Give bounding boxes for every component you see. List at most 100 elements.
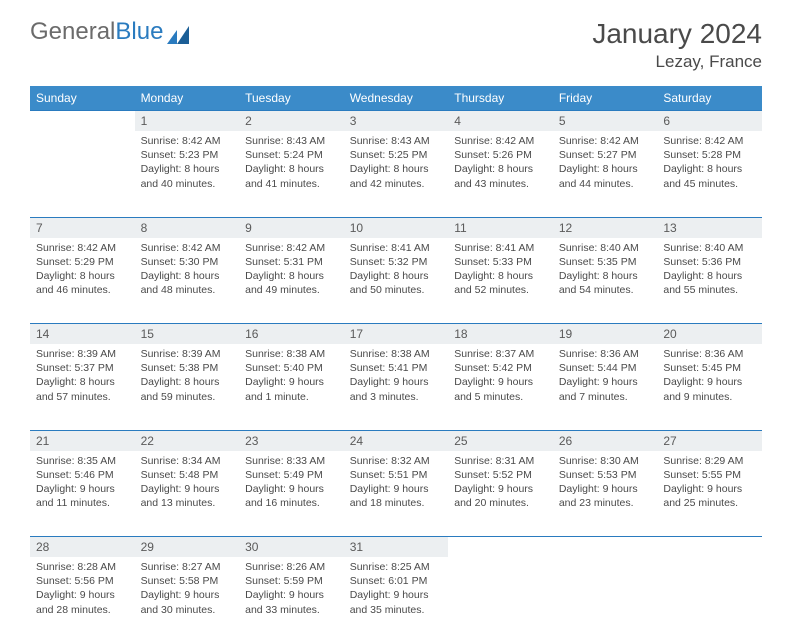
day-number-cell: 13 [657, 217, 762, 238]
daylight-line: Daylight: 9 hours and 33 minutes. [245, 588, 338, 616]
empty-detail-cell [448, 557, 553, 643]
day-number-cell: 7 [30, 217, 135, 238]
day-cell-content: Sunrise: 8:43 AMSunset: 5:24 PMDaylight:… [239, 131, 344, 197]
sunset-line: Sunset: 5:52 PM [454, 468, 547, 482]
empty-day-number-cell [553, 537, 658, 558]
day-number-cell: 8 [135, 217, 240, 238]
day-detail-cell: Sunrise: 8:32 AMSunset: 5:51 PMDaylight:… [344, 451, 449, 537]
day-number-cell: 29 [135, 537, 240, 558]
month-title: January 2024 [592, 18, 762, 50]
day-number: 10 [350, 221, 363, 235]
sunrise-line: Sunrise: 8:42 AM [663, 134, 756, 148]
day-number-cell: 5 [553, 111, 658, 132]
day-detail-cell: Sunrise: 8:41 AMSunset: 5:33 PMDaylight:… [448, 238, 553, 324]
day-cell-content: Sunrise: 8:41 AMSunset: 5:33 PMDaylight:… [448, 238, 553, 304]
sunrise-line: Sunrise: 8:32 AM [350, 454, 443, 468]
sunrise-line: Sunrise: 8:43 AM [350, 134, 443, 148]
weekday-header: Monday [135, 86, 240, 111]
day-number-cell: 23 [239, 430, 344, 451]
daylight-line: Daylight: 9 hours and 1 minute. [245, 375, 338, 403]
daylight-line: Daylight: 9 hours and 23 minutes. [559, 482, 652, 510]
day-detail-row: Sunrise: 8:42 AMSunset: 5:23 PMDaylight:… [30, 131, 762, 217]
day-number-cell: 9 [239, 217, 344, 238]
day-number: 22 [141, 434, 154, 448]
day-detail-cell: Sunrise: 8:39 AMSunset: 5:38 PMDaylight:… [135, 344, 240, 430]
day-number-cell: 10 [344, 217, 449, 238]
daylight-line: Daylight: 8 hours and 45 minutes. [663, 162, 756, 190]
sunrise-line: Sunrise: 8:42 AM [141, 241, 234, 255]
sunrise-line: Sunrise: 8:36 AM [663, 347, 756, 361]
day-number: 31 [350, 540, 363, 554]
day-number-cell: 25 [448, 430, 553, 451]
sunset-line: Sunset: 5:37 PM [36, 361, 129, 375]
day-detail-cell: Sunrise: 8:37 AMSunset: 5:42 PMDaylight:… [448, 344, 553, 430]
day-cell-content: Sunrise: 8:36 AMSunset: 5:44 PMDaylight:… [553, 344, 658, 410]
daylight-line: Daylight: 8 hours and 43 minutes. [454, 162, 547, 190]
day-number-cell: 15 [135, 324, 240, 345]
day-number: 9 [245, 221, 252, 235]
sunrise-line: Sunrise: 8:42 AM [36, 241, 129, 255]
daylight-line: Daylight: 9 hours and 16 minutes. [245, 482, 338, 510]
day-number: 12 [559, 221, 572, 235]
day-number-cell: 14 [30, 324, 135, 345]
weekday-header: Friday [553, 86, 658, 111]
day-number: 15 [141, 327, 154, 341]
sunrise-line: Sunrise: 8:30 AM [559, 454, 652, 468]
day-number: 25 [454, 434, 467, 448]
day-detail-cell: Sunrise: 8:33 AMSunset: 5:49 PMDaylight:… [239, 451, 344, 537]
sunrise-line: Sunrise: 8:39 AM [141, 347, 234, 361]
day-cell-content: Sunrise: 8:34 AMSunset: 5:48 PMDaylight:… [135, 451, 240, 517]
empty-detail-cell [657, 557, 762, 643]
day-cell-content: Sunrise: 8:29 AMSunset: 5:55 PMDaylight:… [657, 451, 762, 517]
daylight-line: Daylight: 9 hours and 35 minutes. [350, 588, 443, 616]
day-number: 29 [141, 540, 154, 554]
day-cell-content: Sunrise: 8:26 AMSunset: 5:59 PMDaylight:… [239, 557, 344, 623]
day-number-row: 14151617181920 [30, 324, 762, 345]
day-detail-cell: Sunrise: 8:42 AMSunset: 5:28 PMDaylight:… [657, 131, 762, 217]
day-number-cell: 16 [239, 324, 344, 345]
daylight-line: Daylight: 9 hours and 28 minutes. [36, 588, 129, 616]
sunrise-line: Sunrise: 8:31 AM [454, 454, 547, 468]
day-cell-content: Sunrise: 8:42 AMSunset: 5:23 PMDaylight:… [135, 131, 240, 197]
day-number: 7 [36, 221, 43, 235]
day-cell-content: Sunrise: 8:43 AMSunset: 5:25 PMDaylight:… [344, 131, 449, 197]
day-detail-cell: Sunrise: 8:42 AMSunset: 5:31 PMDaylight:… [239, 238, 344, 324]
day-number-cell: 11 [448, 217, 553, 238]
sunset-line: Sunset: 5:25 PM [350, 148, 443, 162]
day-cell-content: Sunrise: 8:41 AMSunset: 5:32 PMDaylight:… [344, 238, 449, 304]
sunset-line: Sunset: 5:44 PM [559, 361, 652, 375]
sunrise-line: Sunrise: 8:43 AM [245, 134, 338, 148]
day-detail-cell: Sunrise: 8:43 AMSunset: 5:25 PMDaylight:… [344, 131, 449, 217]
day-detail-cell: Sunrise: 8:38 AMSunset: 5:41 PMDaylight:… [344, 344, 449, 430]
day-cell-content: Sunrise: 8:40 AMSunset: 5:36 PMDaylight:… [657, 238, 762, 304]
day-number: 11 [454, 221, 466, 235]
calendar-table: SundayMondayTuesdayWednesdayThursdayFrid… [30, 86, 762, 643]
day-number: 23 [245, 434, 258, 448]
daylight-line: Daylight: 8 hours and 57 minutes. [36, 375, 129, 403]
empty-detail-cell [30, 131, 135, 217]
sunrise-line: Sunrise: 8:40 AM [559, 241, 652, 255]
sunset-line: Sunset: 5:59 PM [245, 574, 338, 588]
day-cell-content: Sunrise: 8:30 AMSunset: 5:53 PMDaylight:… [553, 451, 658, 517]
sunrise-line: Sunrise: 8:38 AM [350, 347, 443, 361]
day-number-cell: 30 [239, 537, 344, 558]
sunset-line: Sunset: 5:46 PM [36, 468, 129, 482]
day-number: 4 [454, 114, 461, 128]
day-detail-cell: Sunrise: 8:40 AMSunset: 5:35 PMDaylight:… [553, 238, 658, 324]
day-cell-content: Sunrise: 8:42 AMSunset: 5:31 PMDaylight:… [239, 238, 344, 304]
daylight-line: Daylight: 9 hours and 3 minutes. [350, 375, 443, 403]
day-number: 14 [36, 327, 49, 341]
day-detail-cell: Sunrise: 8:28 AMSunset: 5:56 PMDaylight:… [30, 557, 135, 643]
day-number: 26 [559, 434, 572, 448]
day-detail-cell: Sunrise: 8:42 AMSunset: 5:26 PMDaylight:… [448, 131, 553, 217]
sunrise-line: Sunrise: 8:39 AM [36, 347, 129, 361]
day-number-cell: 18 [448, 324, 553, 345]
sunset-line: Sunset: 6:01 PM [350, 574, 443, 588]
sunset-line: Sunset: 5:29 PM [36, 255, 129, 269]
day-cell-content: Sunrise: 8:42 AMSunset: 5:30 PMDaylight:… [135, 238, 240, 304]
logo-mark-icon [167, 23, 191, 41]
day-detail-cell: Sunrise: 8:40 AMSunset: 5:36 PMDaylight:… [657, 238, 762, 324]
sunrise-line: Sunrise: 8:33 AM [245, 454, 338, 468]
day-cell-content: Sunrise: 8:31 AMSunset: 5:52 PMDaylight:… [448, 451, 553, 517]
day-detail-cell: Sunrise: 8:36 AMSunset: 5:44 PMDaylight:… [553, 344, 658, 430]
